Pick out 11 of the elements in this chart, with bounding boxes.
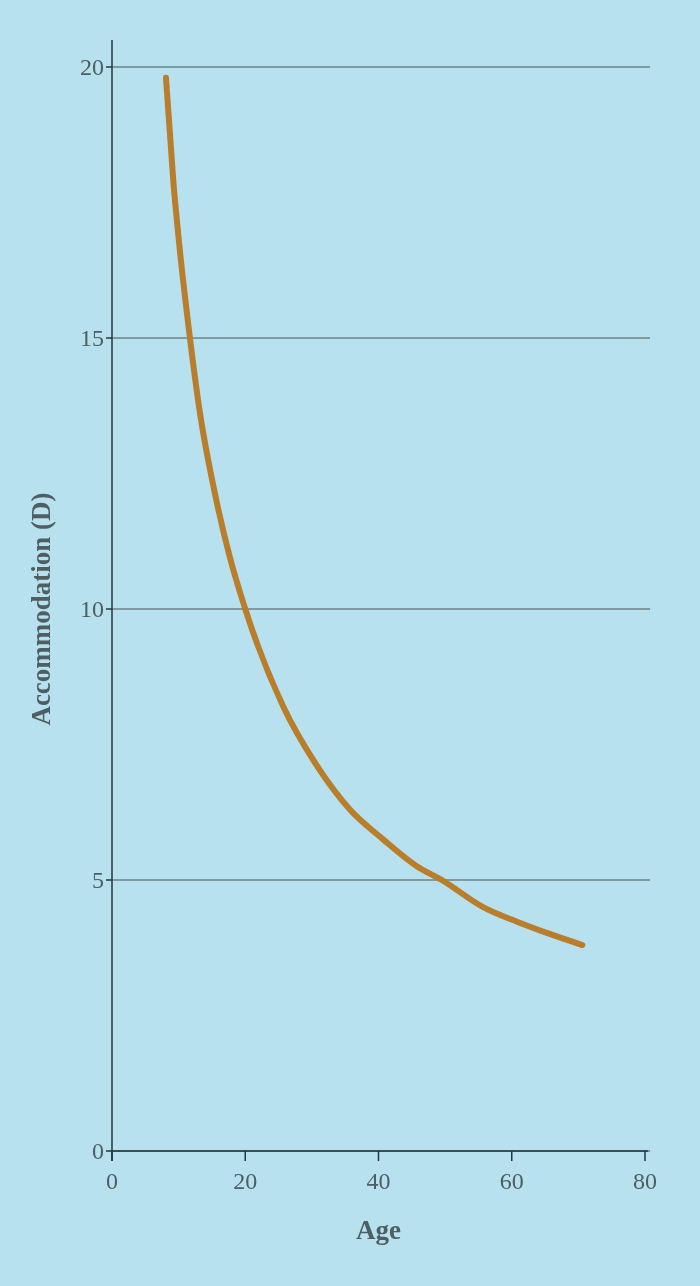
x-axis-title: Age (356, 1215, 402, 1245)
y-tick-label: 5 (92, 867, 104, 894)
x-tick-label: 40 (366, 1168, 391, 1194)
x-tick-label: 80 (633, 1168, 657, 1194)
y-axis-title: Accommodation (D) (26, 492, 56, 726)
x-tick-label: 60 (499, 1168, 524, 1194)
y-tick-label: 10 (80, 596, 104, 623)
x-tick-label: 20 (233, 1168, 258, 1194)
y-tick-label: 15 (80, 325, 104, 352)
y-tick-label: 20 (80, 54, 104, 81)
y-tick-label: 0 (92, 1138, 104, 1165)
